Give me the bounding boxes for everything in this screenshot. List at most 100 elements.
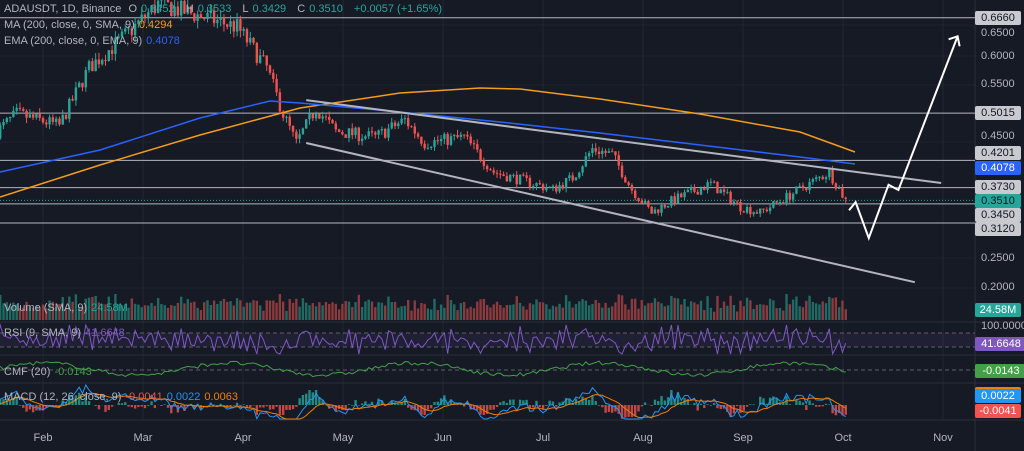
candle-body [499,173,502,175]
volume-bar [828,296,831,320]
volume-bar [795,296,798,320]
volume-bar [778,307,782,320]
candle-body [640,200,643,204]
volume-bar [512,304,515,320]
volume-bar [643,305,647,320]
volume-bar [587,305,591,320]
candle-body [212,10,216,24]
candle-body [742,211,745,213]
volume-bar [449,299,453,320]
volume-bar [762,304,765,320]
volume-bar [153,305,157,320]
candle-body [193,13,196,21]
volume-bar [15,304,18,320]
candle-body [581,166,584,173]
volume-bar [193,301,196,320]
candle-body [120,31,124,37]
volume-bar [670,295,673,320]
macd-histogram-bar [357,405,361,406]
macd-histogram-bar [272,405,275,410]
macd-histogram-bar [831,405,834,414]
macd-histogram-bar [541,405,545,410]
cmf-legend[interactable]: CMF (20) -0.0143 [4,366,92,378]
candle-body [370,131,374,133]
volume-bar [508,304,512,320]
candle-body [821,176,824,180]
volume-bar [38,307,41,320]
candle-body [795,186,798,194]
price-tick: 0.5500 [981,78,1015,90]
volume-bar [305,302,308,320]
ma-line [0,87,856,198]
volume-bar [693,302,696,320]
ma-legend[interactable]: MA (200, close, 0, SMA, 9) 0.4294 [4,19,173,31]
volume-bar [74,294,78,320]
macd-histogram-bar [140,405,143,407]
macd-histogram-bar [403,398,407,405]
volume-bar [295,298,298,320]
macd-histogram-bar [265,405,268,407]
candle-body [801,185,805,189]
macd-histogram-bar [137,405,140,408]
candle-body [387,128,390,138]
volume-bar [791,299,795,320]
candle-body [647,201,650,207]
candle-body [321,116,324,119]
volume-bar [51,301,55,320]
candle-body [834,183,838,189]
volume-bar [472,308,476,320]
volume-bar [12,302,15,320]
candle-body [311,113,314,119]
macd-histogram-bar [18,405,22,406]
macd-histogram-bar [610,405,614,413]
candle-body [436,140,439,142]
volume-bar [179,296,183,320]
volume-legend[interactable]: Volume (SMA, 9) 24.58M [4,302,128,314]
candle-body [420,136,423,144]
volume-bar [196,307,199,320]
volume-bar [298,306,301,320]
volume-bar [331,302,334,320]
macd-histogram-bar [485,405,489,414]
candle-body [107,50,110,61]
macd-histogram-bar [430,405,433,409]
macd-histogram-bar [670,390,673,405]
candle-body [772,201,775,208]
volume-bar [663,306,667,320]
candle-body [472,143,476,145]
volume-bar [58,304,61,320]
candle-body [518,174,522,185]
macd-histogram-bar [476,405,479,411]
candle-body [232,21,236,32]
candle-body [147,12,150,18]
candle-body [272,72,275,79]
macd-histogram-bar [472,405,476,410]
rsi-legend[interactable]: RSI (9, SMA, 9) 41.6648 [4,327,125,339]
candle-body [745,207,749,213]
macd-histogram-bar [712,403,716,405]
macd-histogram-bar [278,405,282,416]
rsi-tag: 41.6648 [975,337,1024,351]
volume-bar [703,310,706,320]
macd-histogram-bar [117,402,120,405]
macd-histogram-bar [449,399,453,405]
volume-bar [446,294,449,320]
volume-bar [518,302,522,320]
candle-body [137,20,140,24]
macd-histogram-bar [25,405,28,412]
volume-bar [249,302,252,320]
volume-bar [673,297,676,320]
volume-bar [328,303,331,320]
macd-histogram-bar [410,405,413,410]
volume-bar [176,302,180,320]
volume-bar [798,306,801,320]
volume-bar [8,306,12,320]
ema-legend[interactable]: EMA (200, close, 0, EMA, 9) 0.4078 [4,35,180,47]
macd-histogram-bar [281,405,285,416]
candle-body [242,29,245,31]
candle-body [571,175,574,181]
macd-legend[interactable]: MACD (12, 26, close, 9) -0.0041 0.0022 0.00… [4,391,238,403]
macd-histogram-bar [634,405,637,417]
candle-body [837,188,841,190]
